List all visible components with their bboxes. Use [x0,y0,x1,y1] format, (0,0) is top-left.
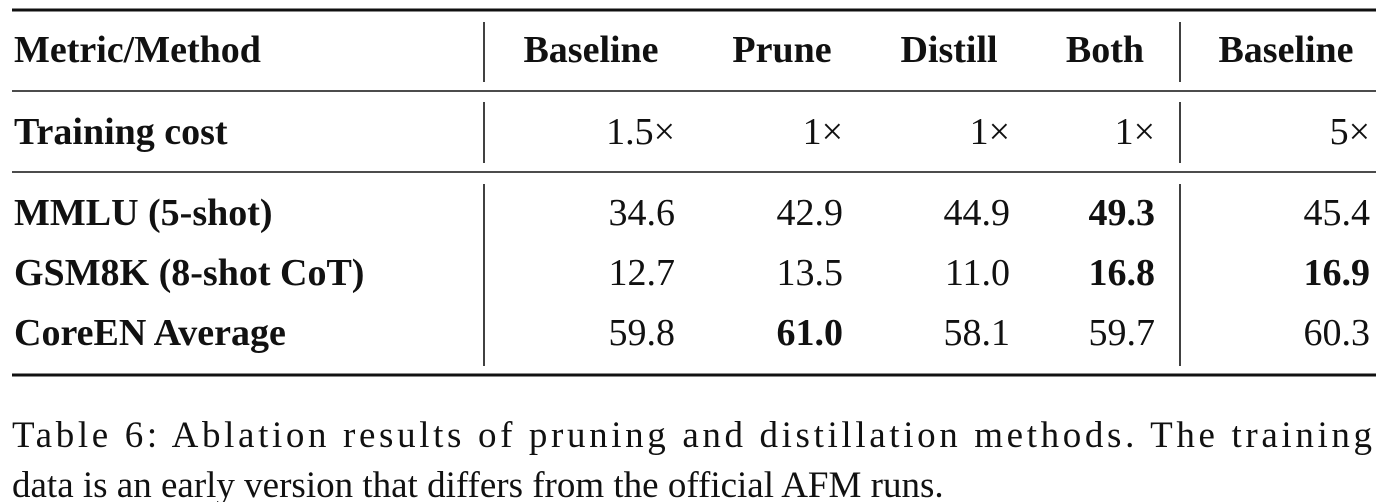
table-cell: 61.0 [777,312,844,354]
table-cell: 60.3 [1304,312,1371,354]
table-cell: 16.8 [1089,252,1156,294]
header-cell: Baseline [1218,29,1353,71]
table-cell: 42.9 [777,192,844,234]
table-cell: 11.0 [945,252,1010,294]
header-cell: Metric/Method [14,29,261,71]
table-cell: 59.7 [1089,312,1156,354]
column-separators [483,22,1181,366]
table-cell: 13.5 [777,252,844,294]
header-cell: Baseline [523,29,658,71]
table-cell: 5× [1330,111,1370,153]
table-cell: 58.1 [944,312,1011,354]
table-cell: 16.9 [1304,252,1371,294]
row-label: Training cost [14,111,228,153]
table-cell: 1× [803,111,843,153]
table-cell: 49.3 [1089,192,1156,234]
header-cell: Both [1066,29,1144,71]
table-cell: 59.8 [609,312,676,354]
table-cell: 1× [1115,111,1155,153]
caption-line: Table 6: Ablation results of pruning and… [12,415,1372,456]
header-cell: Distill [900,29,997,71]
row-label: GSM8K (8-shot CoT) [14,252,364,294]
header-cell: Prune [732,29,831,71]
table-cell: 34.6 [609,192,676,234]
caption-line: data is an early version that differs fr… [12,465,944,502]
table-cell: 44.9 [944,192,1011,234]
table-cell: 12.7 [609,252,676,294]
row-label: MMLU (5-shot) [14,192,273,234]
table-cell: 1.5× [606,111,675,153]
row-label: CoreEN Average [14,312,286,354]
table-cell: 1× [970,111,1010,153]
table-cell: 45.4 [1304,192,1371,234]
